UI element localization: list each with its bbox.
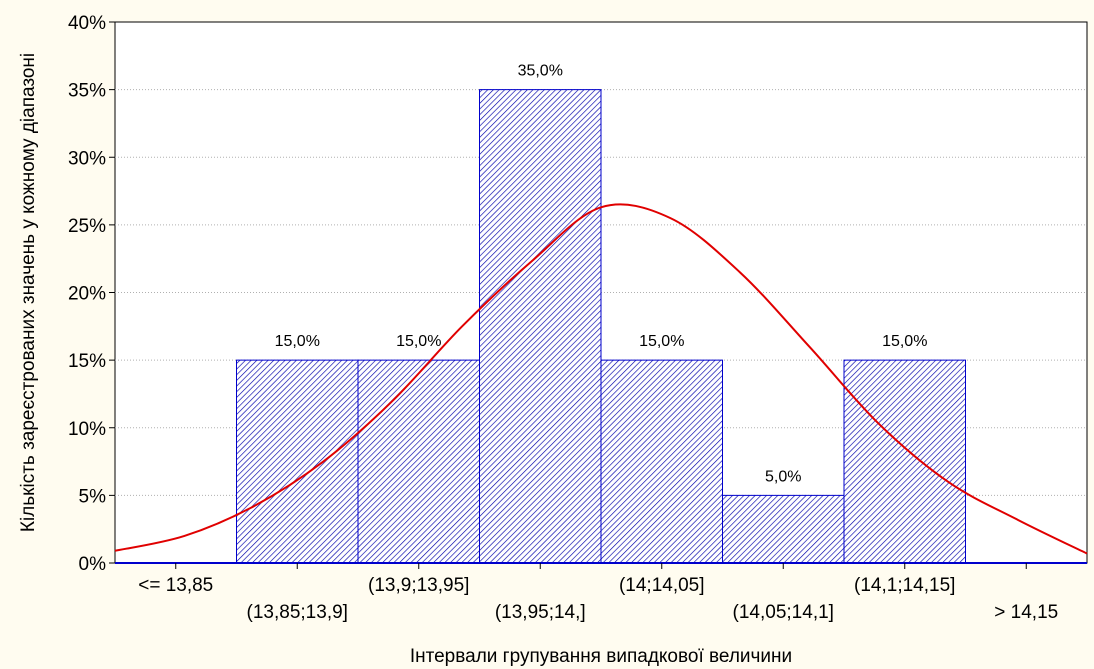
y-tick-label: 0% xyxy=(79,554,107,575)
x-tick-label: (14;14,05] xyxy=(619,575,705,596)
y-tick-label: 15% xyxy=(68,351,106,372)
histogram-bar xyxy=(357,359,480,564)
x-tick-label: (13,9;13,95] xyxy=(368,575,469,596)
histogram-bar xyxy=(236,359,359,564)
bar-value-label: 15,0% xyxy=(396,333,441,350)
y-tick-label: 25% xyxy=(68,216,106,237)
x-tick-label: <= 13,85 xyxy=(138,575,213,596)
x-tick-label: (14,05;14,1] xyxy=(733,602,834,623)
y-tick-label: 20% xyxy=(68,284,106,305)
y-tick-label: 35% xyxy=(68,81,106,102)
histogram-bar xyxy=(600,359,723,564)
histogram-bar xyxy=(843,359,966,564)
x-axis-title: Інтервали групування випадкової величини xyxy=(410,646,792,667)
y-tick-label: 30% xyxy=(68,148,106,169)
x-tick-label: (14,1;14,15] xyxy=(854,575,955,596)
y-axis-title: Кількість зареєстрованих значень у кожно… xyxy=(18,53,39,532)
y-tick-label: 10% xyxy=(68,419,106,440)
x-tick-label: > 14,15 xyxy=(994,602,1058,623)
histogram-bar xyxy=(722,494,845,564)
bar-value-label: 15,0% xyxy=(275,333,320,350)
normal-fit-curve xyxy=(114,203,1088,555)
x-tick-label: (13,85;13,9] xyxy=(247,602,348,623)
bar-value-label: 15,0% xyxy=(639,333,684,350)
bar-value-label: 35,0% xyxy=(518,63,563,80)
histogram-bar xyxy=(479,89,602,564)
bar-value-label: 15,0% xyxy=(882,333,927,350)
x-tick-label: (13,95;14,] xyxy=(495,602,586,623)
y-tick-label: 40% xyxy=(68,13,106,34)
y-tick-label: 5% xyxy=(79,486,107,507)
bar-value-label: 5,0% xyxy=(765,468,801,485)
